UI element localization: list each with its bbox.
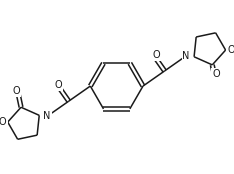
Text: O: O <box>152 50 160 60</box>
Text: O: O <box>54 80 62 90</box>
Text: O: O <box>212 69 220 79</box>
Text: O: O <box>13 86 20 96</box>
Text: N: N <box>44 111 51 121</box>
Text: O: O <box>227 45 234 55</box>
Text: O: O <box>0 117 6 127</box>
Text: N: N <box>183 51 190 61</box>
